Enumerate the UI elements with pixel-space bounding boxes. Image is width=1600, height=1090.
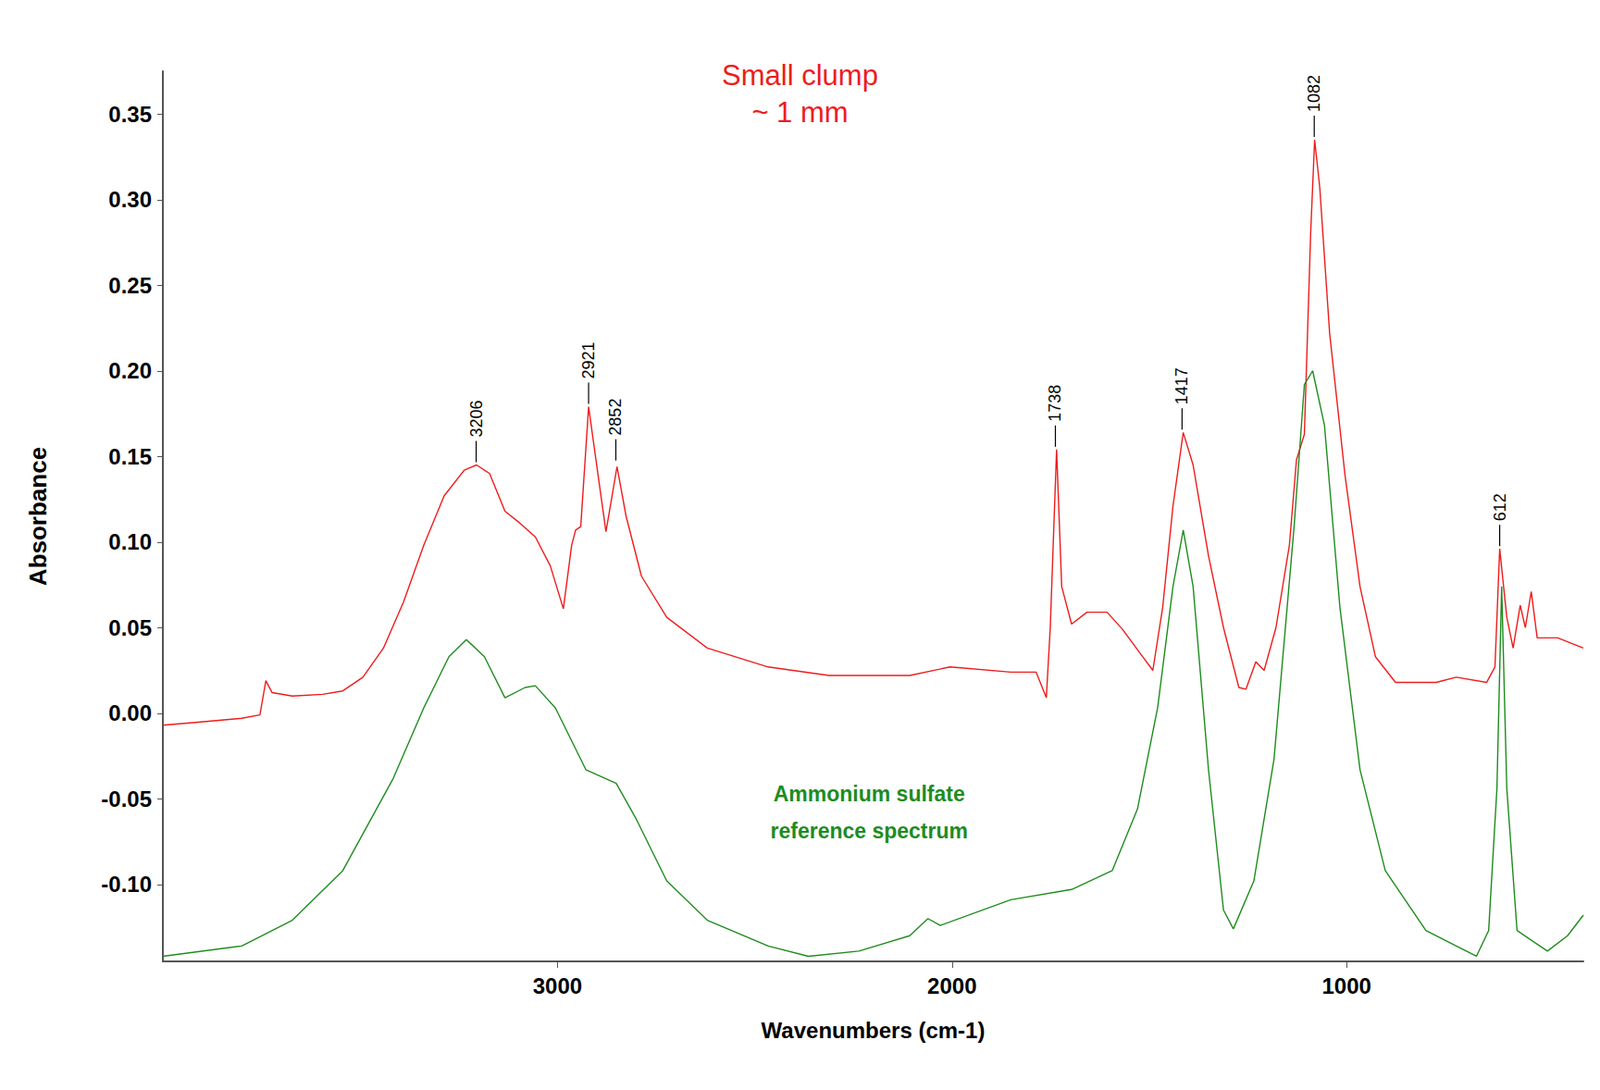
svg-text:reference spectrum: reference spectrum (769, 818, 968, 844)
svg-text:1000: 1000 (1321, 973, 1371, 999)
svg-text:Small clump: Small clump (721, 59, 879, 92)
svg-text:2000: 2000 (927, 973, 977, 999)
svg-text:1417: 1417 (1172, 367, 1191, 405)
svg-text:0.35: 0.35 (108, 101, 152, 127)
svg-text:0.00: 0.00 (108, 700, 152, 726)
svg-text:3206: 3206 (467, 399, 486, 437)
svg-text:612: 612 (1490, 493, 1510, 521)
svg-text:2921: 2921 (579, 342, 598, 380)
svg-text:-0.05: -0.05 (100, 786, 152, 812)
svg-text:0.20: 0.20 (108, 358, 152, 384)
svg-text:3000: 3000 (533, 973, 583, 999)
svg-text:1082: 1082 (1304, 74, 1324, 112)
svg-text:0.30: 0.30 (108, 186, 152, 212)
svg-text:Ammonium sulfate: Ammonium sulfate (773, 781, 966, 807)
svg-text:Wavenumbers (cm-1): Wavenumbers (cm-1) (761, 1017, 986, 1043)
svg-text:~ 1 mm: ~ 1 mm (751, 96, 848, 129)
svg-text:0.25: 0.25 (108, 272, 152, 298)
svg-text:Absorbance: Absorbance (24, 446, 52, 586)
svg-text:1738: 1738 (1045, 384, 1065, 422)
svg-text:2852: 2852 (606, 398, 625, 436)
svg-text:0.10: 0.10 (108, 529, 152, 555)
svg-text:0.05: 0.05 (108, 615, 152, 641)
svg-text:-0.10: -0.10 (100, 871, 152, 897)
svg-text:0.15: 0.15 (108, 444, 152, 470)
